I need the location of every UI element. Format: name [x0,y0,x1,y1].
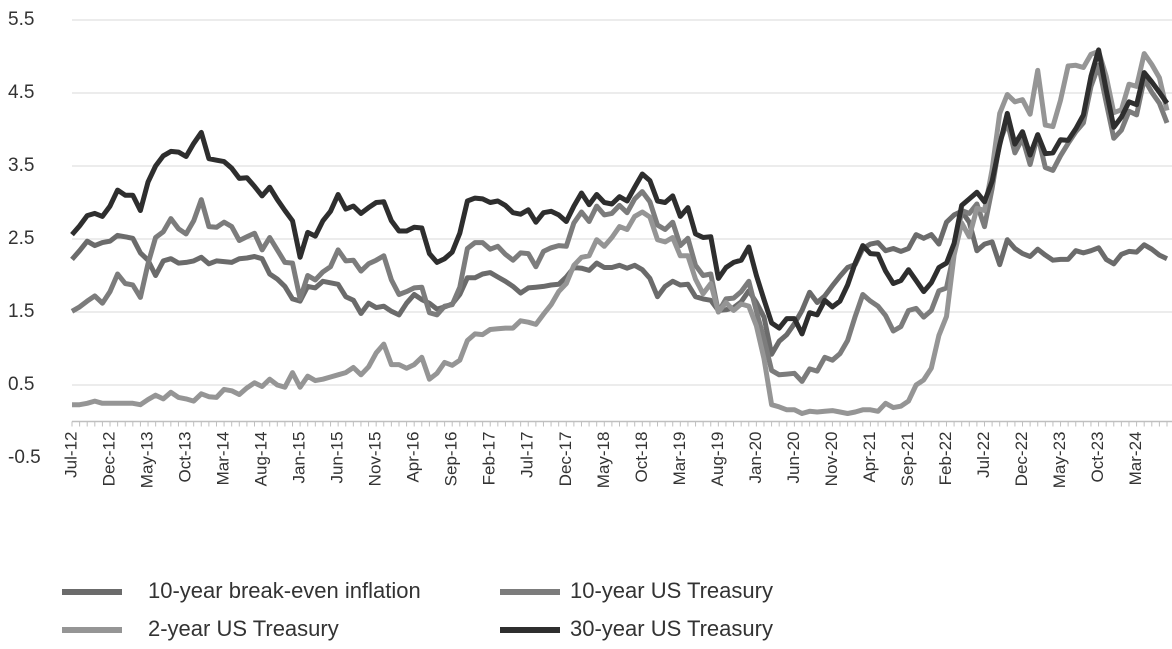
x-tick-label: Dec-12 [100,432,119,487]
x-tick-label: May-13 [138,432,157,489]
series-line [70,47,1170,337]
x-tick-label: Jan-20 [746,432,765,484]
series-line [70,208,1169,357]
x-tick-label: Aug-19 [708,432,727,487]
x-tick-label: Sep-21 [898,432,917,487]
y-tick-label: 5.5 [8,9,34,30]
x-tick-label: Mar-24 [1126,432,1145,486]
x-tick-label: Apr-16 [404,432,423,483]
x-tick-label: Aug-14 [252,432,271,487]
x-tick-label: Jun-15 [328,432,347,484]
x-tick-label: Oct-13 [176,432,195,483]
x-tick-label: Dec-17 [556,432,575,487]
y-tick-label: 4.5 [8,82,34,103]
legend-label: 30-year US Treasury [570,616,773,641]
series-line [72,48,1170,416]
x-tick-label: Apr-21 [860,432,879,483]
x-tick-label: Feb-17 [480,432,499,486]
x-tick-label: Jun-20 [784,432,803,484]
x-tick-label: Nov-15 [366,432,385,487]
x-tick-label: Jul-17 [518,432,537,478]
x-tick-label: Mar-19 [670,432,689,486]
x-tick-label: Jan-15 [290,432,309,484]
x-tick-label: Nov-20 [822,432,841,487]
x-tick-label: May-18 [594,432,613,489]
y-tick-label: 1.5 [8,301,34,322]
series-line [70,62,1170,384]
x-tick-label: Sep-16 [442,432,461,487]
y-tick-label: 2.5 [8,228,34,249]
x-tick-label: Jul-22 [974,432,993,478]
x-tick-label: Oct-18 [632,432,651,483]
legend-label: 10-year break-even inflation [148,578,421,603]
y-tick-label: -0.5 [8,447,41,468]
x-tick-label: Feb-22 [936,432,955,486]
x-tick-label: Oct-23 [1088,432,1107,483]
y-tick-label: 3.5 [8,155,34,176]
x-tick-label: May-23 [1050,432,1069,489]
x-tick-label: Dec-22 [1012,432,1031,487]
legend-label: 2-year US Treasury [148,616,339,641]
x-tick-label: Jul-12 [61,432,80,478]
legend-label: 10-year US Treasury [570,578,773,603]
y-tick-label: 0.5 [8,374,34,395]
x-tick-label: Mar-14 [214,432,233,486]
